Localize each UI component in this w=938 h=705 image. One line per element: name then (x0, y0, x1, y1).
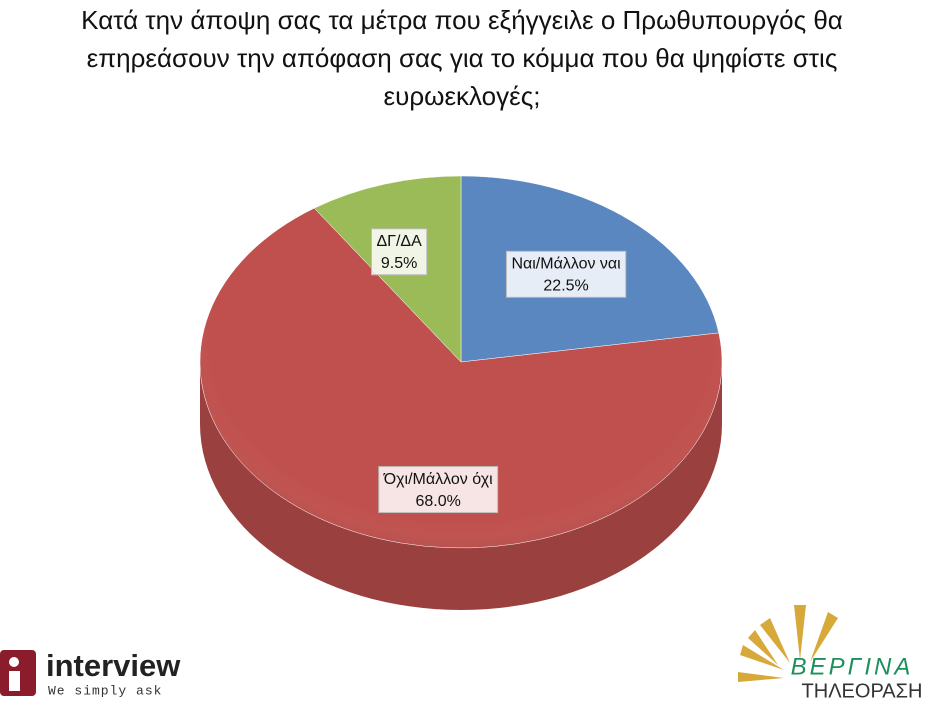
label-box (378, 466, 499, 514)
logo-name: interview (46, 648, 181, 683)
logo-sub: ΤΗΛΕΟΡΑΣΗ (802, 680, 923, 702)
logo-tagline: We simply ask (48, 683, 162, 698)
logo-icon-dot (9, 657, 19, 667)
label-name: Ναι/Μάλλον ναι (511, 256, 621, 273)
label-box (370, 228, 428, 276)
pie: Ναι/Μάλλον ναι 22.5% Όχι/Μάλλον όχι 68.0% ΔΓ… (199, 175, 723, 610)
data-label: 22.5% (543, 278, 588, 295)
title-text: Κατά την άποψη σας τα μέτρα που εξήγγειλ… (81, 5, 843, 111)
logo-icon-bar (9, 671, 20, 691)
data-label: 68.0% (416, 493, 461, 510)
label-name: ΔΓ/ΔΑ (376, 233, 422, 250)
logo-right: ΒΕΡΓΙΝΑ ΤΗΛΕΟΡΑΣΗ (738, 605, 922, 702)
logo-left: interview We simply ask (0, 648, 181, 698)
logo-rays (738, 605, 838, 682)
label-box (505, 250, 627, 298)
pie-side (200, 362, 722, 610)
label-name: Όχι/Μάλλον όχι (383, 471, 493, 488)
logo-name: ΒΕΡΓΙΝΑ (791, 653, 914, 680)
chart-title: Κατά την άποψη σας τα μέτρα που εξήγγειλ… (81, 5, 843, 111)
data-label: 9.5% (381, 255, 417, 272)
